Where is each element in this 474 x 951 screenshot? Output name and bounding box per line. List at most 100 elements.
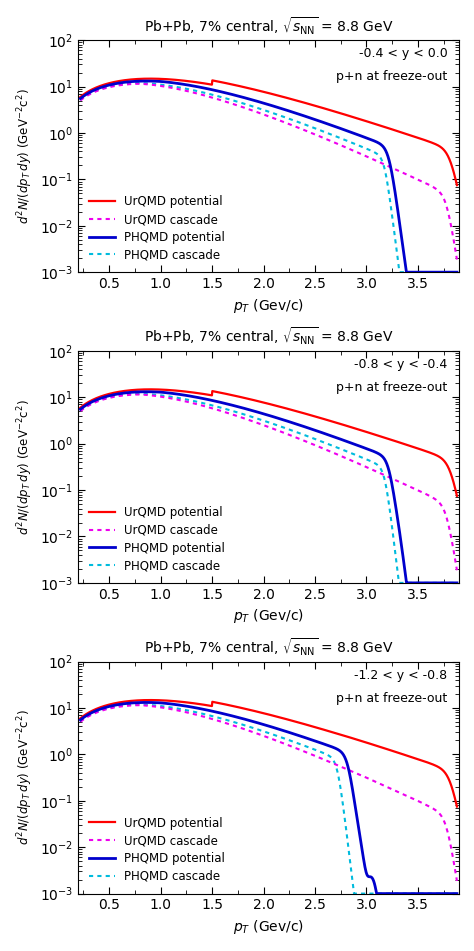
Line: PHQMD potential: PHQMD potential	[81, 703, 457, 894]
UrQMD cascade	[116, 701, 122, 712]
UrQMD potential	[378, 431, 384, 442]
Line: UrQMD cascade: UrQMD cascade	[81, 395, 457, 571]
UrQMD potential	[372, 429, 377, 440]
PHQMD cascade	[378, 153, 384, 165]
Text: -0.8 < y < -0.4: -0.8 < y < -0.4	[355, 358, 447, 371]
PHQMD cascade	[454, 266, 460, 278]
Legend: UrQMD potential, UrQMD cascade, PHQMD potential, PHQMD cascade: UrQMD potential, UrQMD cascade, PHQMD po…	[84, 812, 230, 887]
PHQMD cascade	[337, 443, 342, 455]
UrQMD potential	[454, 180, 460, 191]
PHQMD potential	[144, 386, 149, 398]
UrQMD potential	[244, 393, 249, 404]
Legend: UrQMD potential, UrQMD cascade, PHQMD potential, PHQMD cascade: UrQMD potential, UrQMD cascade, PHQMD po…	[84, 190, 230, 266]
PHQMD potential	[454, 888, 460, 900]
PHQMD potential	[116, 699, 122, 710]
Y-axis label: $d^2N/(dp_T\,dy)$ (GeV$^{-2}$c$^2$): $d^2N/(dp_T\,dy)$ (GeV$^{-2}$c$^2$)	[15, 88, 35, 224]
Title: Pb+Pb, 7% central, $\sqrt{s_\mathrm{NN}}$ = 8.8 GeV: Pb+Pb, 7% central, $\sqrt{s_\mathrm{NN}}…	[144, 636, 393, 658]
PHQMD cascade	[230, 95, 236, 107]
UrQMD cascade	[378, 468, 384, 479]
UrQMD cascade	[78, 405, 83, 417]
PHQMD cascade	[137, 699, 143, 710]
X-axis label: $p_T$ (Gev/c): $p_T$ (Gev/c)	[233, 918, 304, 936]
PHQMD potential	[372, 135, 377, 146]
PHQMD cascade	[78, 715, 83, 727]
UrQMD cascade	[230, 409, 236, 420]
Line: UrQMD cascade: UrQMD cascade	[81, 84, 457, 260]
Text: p+n at freeze-out: p+n at freeze-out	[337, 691, 447, 705]
UrQMD potential	[230, 79, 236, 90]
Title: Pb+Pb, 7% central, $\sqrt{s_\mathrm{NN}}$ = 8.8 GeV: Pb+Pb, 7% central, $\sqrt{s_\mathrm{NN}}…	[144, 325, 393, 347]
UrQMD potential	[454, 490, 460, 501]
Y-axis label: $d^2N/(dp_T\,dy)$ (GeV$^{-2}$c$^2$): $d^2N/(dp_T\,dy)$ (GeV$^{-2}$c$^2$)	[15, 399, 35, 534]
PHQMD potential	[337, 123, 342, 134]
Line: PHQMD cascade: PHQMD cascade	[81, 705, 457, 894]
PHQMD potential	[454, 266, 460, 278]
UrQMD potential	[147, 694, 153, 706]
UrQMD cascade	[372, 776, 377, 787]
PHQMD cascade	[378, 464, 384, 476]
PHQMD cascade	[137, 77, 143, 88]
UrQMD potential	[78, 712, 83, 724]
UrQMD potential	[337, 107, 342, 119]
PHQMD potential	[244, 403, 249, 415]
UrQMD cascade	[116, 80, 122, 91]
Line: PHQMD cascade: PHQMD cascade	[81, 394, 457, 583]
UrQMD potential	[454, 801, 460, 812]
PHQMD potential	[244, 92, 249, 104]
UrQMD cascade	[372, 465, 377, 476]
UrQMD cascade	[454, 875, 460, 886]
PHQMD potential	[230, 399, 236, 411]
Text: p+n at freeze-out: p+n at freeze-out	[337, 381, 447, 394]
UrQMD potential	[116, 75, 122, 87]
UrQMD cascade	[244, 725, 249, 736]
PHQMD potential	[454, 577, 460, 589]
UrQMD potential	[244, 704, 249, 715]
UrQMD cascade	[372, 154, 377, 165]
PHQMD potential	[378, 139, 384, 150]
PHQMD potential	[78, 403, 83, 415]
Line: PHQMD potential: PHQMD potential	[81, 392, 457, 583]
PHQMD cascade	[397, 266, 402, 278]
Text: p+n at freeze-out: p+n at freeze-out	[337, 70, 447, 84]
UrQMD cascade	[137, 389, 143, 400]
UrQMD potential	[78, 91, 83, 103]
PHQMD potential	[403, 266, 409, 278]
UrQMD potential	[337, 728, 342, 740]
UrQMD potential	[230, 700, 236, 711]
Line: UrQMD potential: UrQMD potential	[81, 389, 457, 495]
PHQMD cascade	[337, 132, 342, 144]
Line: PHQMD cascade: PHQMD cascade	[81, 83, 457, 272]
UrQMD potential	[147, 73, 153, 85]
UrQMD cascade	[244, 103, 249, 114]
UrQMD potential	[337, 417, 342, 429]
PHQMD cascade	[230, 405, 236, 417]
PHQMD cascade	[372, 457, 377, 469]
PHQMD potential	[337, 433, 342, 444]
UrQMD cascade	[378, 779, 384, 790]
UrQMD potential	[378, 742, 384, 753]
Line: UrQMD potential: UrQMD potential	[81, 79, 457, 185]
PHQMD cascade	[116, 79, 122, 90]
PHQMD potential	[337, 745, 342, 756]
PHQMD potential	[78, 93, 83, 105]
PHQMD cascade	[116, 390, 122, 401]
PHQMD cascade	[244, 410, 249, 421]
Title: Pb+Pb, 7% central, $\sqrt{s_\mathrm{NN}}$ = 8.8 GeV: Pb+Pb, 7% central, $\sqrt{s_\mathrm{NN}}…	[144, 15, 393, 37]
PHQMD potential	[379, 888, 384, 900]
Line: UrQMD potential: UrQMD potential	[81, 700, 457, 806]
PHQMD cascade	[137, 388, 143, 399]
PHQMD potential	[116, 77, 122, 88]
PHQMD potential	[244, 714, 249, 726]
UrQMD cascade	[116, 390, 122, 401]
UrQMD cascade	[230, 720, 236, 731]
UrQMD potential	[116, 697, 122, 708]
Y-axis label: $d^2N/(dp_T\,dy)$ (GeV$^{-2}$c$^2$): $d^2N/(dp_T\,dy)$ (GeV$^{-2}$c$^2$)	[15, 709, 35, 845]
UrQMD potential	[116, 386, 122, 398]
UrQMD cascade	[378, 157, 384, 168]
UrQMD potential	[372, 739, 377, 750]
PHQMD cascade	[372, 146, 377, 158]
UrQMD cascade	[454, 254, 460, 265]
X-axis label: $p_T$ (Gev/c): $p_T$ (Gev/c)	[233, 297, 304, 315]
PHQMD potential	[144, 75, 149, 87]
UrQMD cascade	[78, 716, 83, 728]
